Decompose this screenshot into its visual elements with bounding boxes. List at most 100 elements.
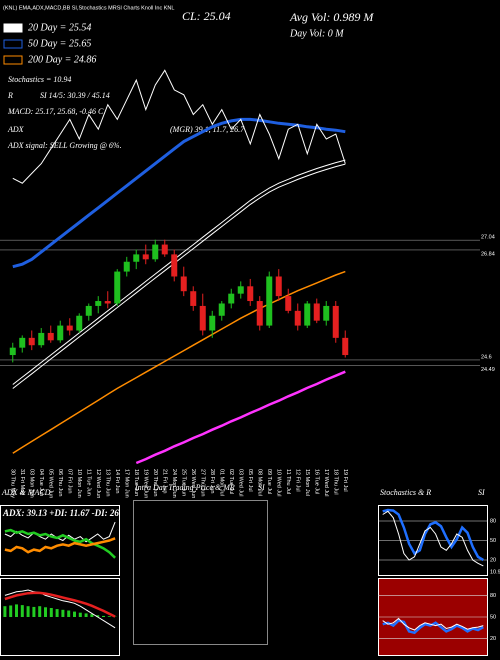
- avg-volume: Avg Vol: 0.989 M: [289, 10, 374, 24]
- x-tick-label: 31 Fri May: [19, 469, 25, 495]
- panel-subtitle: SI: [258, 483, 265, 492]
- candle-body: [76, 315, 83, 331]
- candle-body: [228, 293, 235, 304]
- candle-body: [323, 305, 330, 321]
- histogram-bar: [49, 608, 53, 617]
- histogram-bar: [9, 605, 13, 617]
- note: MACD: 25.17, 25.68, -0.46 C: [7, 107, 104, 116]
- y-tick-label: 24.6: [481, 354, 492, 360]
- candle-body: [275, 276, 282, 297]
- series-line: [4, 591, 116, 618]
- candle-body: [209, 315, 216, 331]
- legend-label: 50 Day = 25.65: [28, 38, 91, 49]
- panel-title: Stochastics & R: [380, 488, 431, 497]
- panel-subtitle: SI: [478, 488, 485, 497]
- x-tick-label: 21 Fri Jun: [161, 469, 167, 493]
- series-line: [12, 163, 346, 389]
- candle-body: [38, 332, 45, 346]
- histogram-bar: [44, 607, 47, 617]
- histogram-bar: [3, 606, 7, 617]
- y-tick-label: 50: [490, 614, 496, 620]
- panel-title: ADX & MACD: [1, 488, 51, 497]
- candle-body: [28, 337, 35, 346]
- histogram-bar: [38, 606, 42, 617]
- x-tick-label: 03 Mon Jun: [28, 469, 34, 498]
- legend-label: 20 Day = 25.54: [28, 22, 91, 33]
- histogram-bar: [73, 611, 76, 617]
- candle-body: [218, 303, 225, 316]
- candle-body: [256, 301, 263, 326]
- y-tick-label: 20: [490, 557, 496, 563]
- histogram-bar: [102, 615, 105, 617]
- histogram-bar: [107, 616, 111, 617]
- candle-body: [57, 325, 64, 341]
- panel: ADX: 39.13 +DI: 11.67 -DI: 26.67: [0, 505, 131, 576]
- day-volume: Day Vol: 0 M: [289, 28, 344, 39]
- histogram-bar: [20, 605, 24, 617]
- series-line: [12, 117, 346, 269]
- panel: [0, 578, 120, 656]
- candle-body: [180, 276, 187, 292]
- x-tick-label: 17 Wed Jul: [323, 469, 329, 496]
- x-tick-label: 14 Fri Jun: [114, 469, 120, 493]
- x-tick-label: 11 Tue Jun: [85, 469, 91, 496]
- histogram-bar: [26, 606, 30, 617]
- y-tick-label: 80: [490, 593, 496, 599]
- x-tick-label: 07 Fri Jun: [66, 469, 72, 493]
- candle-body: [190, 291, 197, 306]
- series-line: [382, 510, 484, 567]
- x-tick-label: 05 Wed Jun: [47, 469, 53, 498]
- x-tick-label: 04 Tue Jun: [38, 469, 44, 496]
- candle-body: [285, 296, 292, 311]
- x-tick-label: 10 Mon Jun: [76, 469, 82, 498]
- x-tick-label: 05 Fri Jul: [247, 469, 253, 492]
- x-tick-label: 24 Mon Jun: [171, 469, 177, 498]
- candle-body: [47, 332, 54, 341]
- x-tick-label: 27 Thu Jun: [199, 469, 205, 496]
- candle-body: [152, 244, 159, 260]
- x-tick-label: 15 Mon Jul: [304, 469, 310, 496]
- candle-body: [19, 337, 26, 348]
- histogram-bar: [96, 615, 100, 617]
- value-label: 10.94: [490, 569, 500, 575]
- x-tick-label: 12 Wed Jun: [95, 469, 101, 498]
- series-line: [12, 270, 346, 454]
- x-tick-label: 08 Mon Jul: [256, 469, 262, 496]
- panel-subtitle: ADX: 39.13 +DI: 11.67 -DI: 26.67: [2, 508, 131, 518]
- y-tick-label: 26.84: [481, 251, 495, 257]
- panel-title: Intra Day Trading Price & MR: [134, 483, 235, 492]
- x-tick-label: 19 Wed Jun: [142, 469, 148, 498]
- candle-body: [104, 301, 111, 304]
- y-tick-label: 27.04: [481, 235, 495, 241]
- candle-body: [294, 310, 301, 326]
- y-tick-label: 50: [490, 538, 496, 544]
- series-line: [135, 370, 346, 465]
- series-line: [4, 521, 116, 543]
- x-tick-label: 19 Fri Jul: [342, 469, 348, 492]
- legend-label: 200 Day = 24.86: [28, 54, 96, 65]
- series-line: [12, 159, 346, 385]
- candle-body: [133, 254, 140, 262]
- legend-swatch: [3, 23, 23, 33]
- panel: [378, 505, 488, 576]
- candle-body: [114, 271, 121, 304]
- x-tick-label: 28 Fri Jun: [209, 469, 215, 493]
- x-tick-label: 06 Thu Jun: [57, 469, 63, 496]
- close-label: CL: 25.04: [182, 9, 231, 23]
- x-tick-label: 30 Thu May: [9, 469, 15, 498]
- histogram-bar: [67, 610, 71, 617]
- x-tick-label: 01 Mon Jul: [218, 469, 224, 496]
- candle-body: [171, 254, 178, 277]
- note: SI 14/5: 30.39 / 45.14: [40, 91, 110, 100]
- candle-body: [95, 301, 102, 306]
- chart-title: (KNL) EMA,ADX,MACD,BB SI,Stochastics MRS…: [3, 5, 174, 11]
- x-tick-label: 18 Tue Jun: [133, 469, 139, 496]
- series-line: [12, 69, 346, 184]
- note: ADX signal: SELL Growing @ 6%.: [7, 141, 122, 150]
- x-tick-label: 02 Tue Jul: [228, 469, 234, 494]
- series-line: [382, 619, 484, 635]
- x-tick-label: 03 Wed Jul: [237, 469, 243, 496]
- histogram-bar: [32, 606, 36, 617]
- candle-body: [142, 254, 149, 260]
